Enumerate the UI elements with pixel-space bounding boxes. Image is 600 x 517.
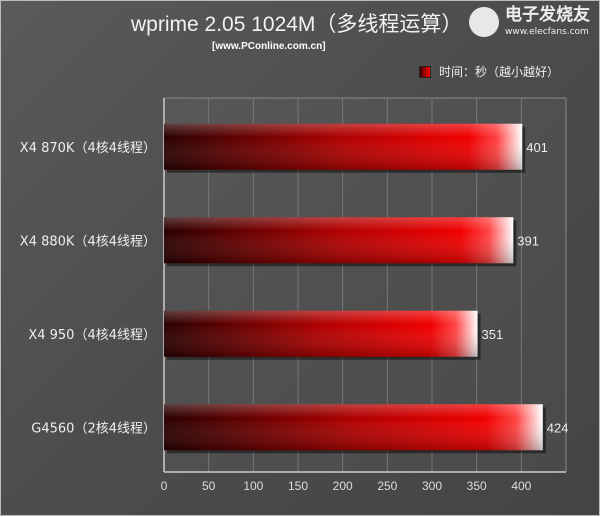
category-label: G4560（2核4线程） [31, 421, 156, 436]
bar-shine [164, 217, 514, 264]
bar-shine [164, 310, 478, 357]
x-tick-label: 0 [161, 479, 168, 493]
category-label: X4 950（4核4线程） [28, 328, 156, 343]
x-tick-label: 50 [202, 479, 216, 493]
x-tick-label: 100 [243, 479, 263, 493]
data-label: 391 [517, 233, 539, 248]
data-label: 424 [547, 420, 569, 435]
category-label: X4 880K（4核4线程） [20, 234, 156, 249]
category-label: X4 870K（4核4线程） [20, 141, 156, 156]
watermark-logo: 电子发烧友 www.elecfans.com [469, 5, 597, 41]
legend-swatch [419, 65, 431, 78]
data-label: 351 [482, 327, 504, 342]
bar-shine [164, 123, 523, 170]
x-tick-label: 200 [333, 479, 353, 493]
bar-shine [164, 404, 543, 451]
x-tick-label: 300 [422, 479, 442, 493]
watermark-url: www.elecfans.com [505, 27, 589, 37]
x-tick-label: 250 [377, 479, 397, 493]
data-label: 401 [526, 140, 548, 155]
legend-label: 时间：秒（越小越好） [439, 65, 560, 79]
watermark-circle-icon [469, 7, 499, 37]
chart-subtitle: [www.PConline.com.cn] [212, 41, 326, 52]
chart-title: wprime 2.05 1024M（多线程运算） [131, 13, 463, 36]
x-tick-label: 150 [288, 479, 308, 493]
x-tick-label: 350 [467, 479, 487, 493]
watermark-name: 电子发烧友 [505, 5, 590, 25]
x-tick-label: 400 [511, 479, 531, 493]
legend: 时间：秒（越小越好） [419, 63, 559, 80]
